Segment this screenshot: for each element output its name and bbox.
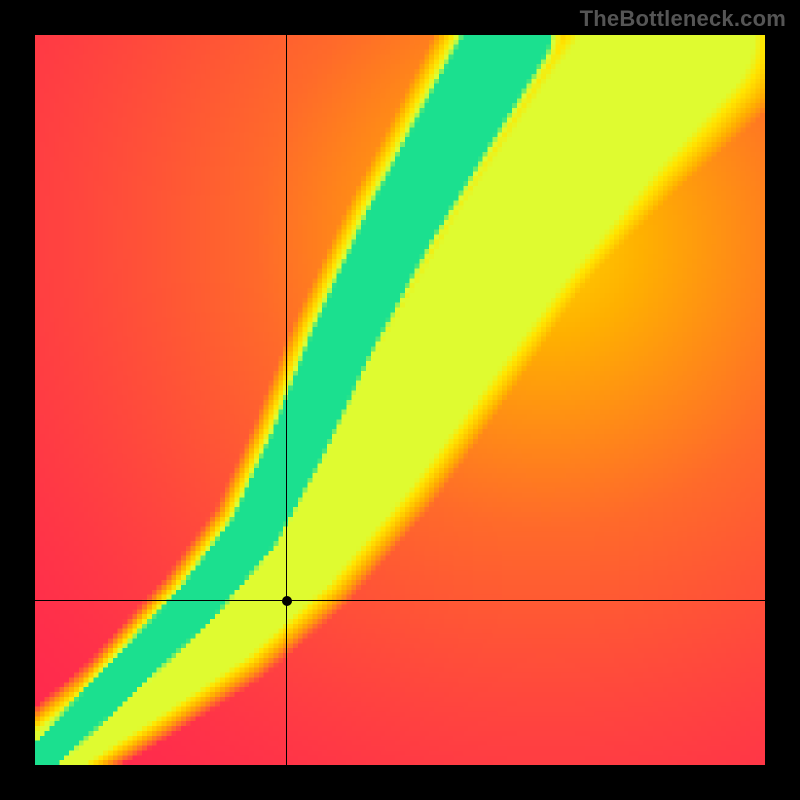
heatmap-canvas <box>35 35 765 765</box>
watermark-text: TheBottleneck.com <box>580 6 786 32</box>
crosshair-dot <box>282 596 292 606</box>
chart-container: TheBottleneck.com <box>0 0 800 800</box>
crosshair-horizontal <box>35 600 765 601</box>
crosshair-vertical <box>286 35 287 765</box>
